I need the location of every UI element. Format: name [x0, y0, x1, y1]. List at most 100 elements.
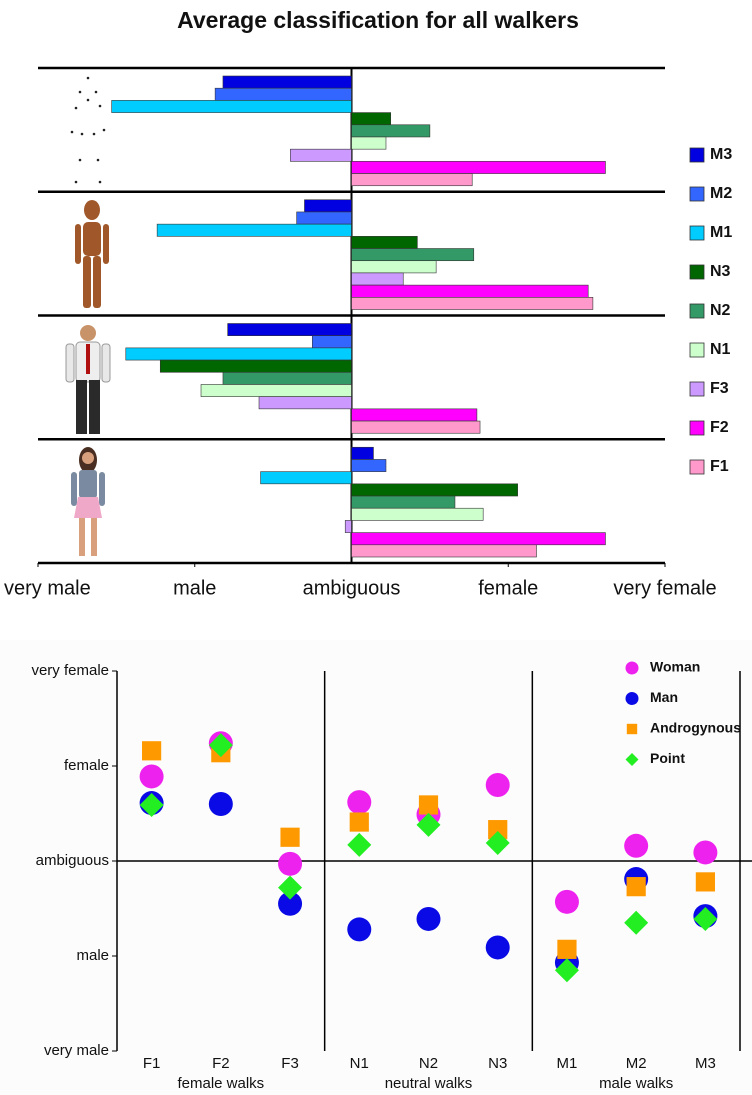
marker	[349, 812, 369, 832]
bar	[125, 347, 352, 361]
legend-label: M2	[710, 185, 732, 202]
x-tick-label: M2	[626, 1055, 647, 1072]
marker	[278, 875, 303, 900]
group-label: male walks	[599, 1075, 673, 1092]
bar	[200, 384, 352, 397]
panel-background	[0, 640, 752, 1095]
man-figure	[65, 325, 111, 434]
legend-label: Point	[650, 750, 685, 766]
marker	[139, 792, 164, 817]
x-tick-label: N1	[350, 1055, 369, 1072]
bar	[290, 148, 352, 162]
bar	[214, 87, 352, 101]
marker	[554, 889, 579, 914]
legend-swatch	[689, 381, 705, 397]
x-tick-label: ambiguous	[303, 577, 401, 599]
legend-label: N3	[710, 263, 731, 280]
x-tick-label: N2	[419, 1055, 438, 1072]
marker	[347, 790, 372, 815]
legend-label: Androgynous	[650, 720, 741, 736]
bar	[351, 248, 475, 262]
legend-label: F3	[710, 380, 729, 397]
marker	[488, 820, 508, 840]
x-tick-label: male	[173, 577, 216, 599]
x-tick-label: F3	[281, 1055, 299, 1072]
bar	[351, 297, 594, 310]
bar	[222, 371, 352, 385]
woman-figure	[71, 447, 105, 556]
marker	[418, 795, 439, 815]
legend-label: N1	[710, 341, 731, 358]
legend-swatch	[689, 459, 705, 475]
marker	[626, 723, 638, 735]
x-tick-label: F2	[212, 1055, 230, 1072]
legend-label: M1	[710, 224, 732, 241]
marker	[416, 812, 441, 837]
bar	[296, 211, 352, 225]
bar	[351, 483, 518, 497]
bar	[351, 420, 481, 434]
y-tick-label: very female	[31, 662, 109, 679]
bar	[351, 532, 606, 546]
marker	[208, 792, 233, 816]
marker	[624, 833, 649, 858]
bar	[351, 136, 387, 150]
bar	[351, 161, 606, 174]
x-tick-label: very female	[613, 577, 716, 599]
legend-label: F2	[710, 419, 729, 436]
legend-label: N2	[710, 302, 731, 319]
bar	[227, 323, 352, 336]
y-tick-label: male	[76, 947, 109, 964]
bar	[351, 408, 478, 422]
bar	[222, 75, 352, 89]
legend-label: F1	[710, 458, 729, 475]
bar	[156, 223, 352, 237]
bar	[344, 520, 352, 533]
legend-label: Man	[650, 689, 678, 705]
marker	[557, 939, 577, 959]
marker	[280, 827, 300, 847]
bar	[312, 335, 352, 349]
marker	[278, 851, 303, 876]
bar	[351, 124, 431, 138]
x-tick-label: M3	[695, 1055, 716, 1072]
marker	[624, 910, 649, 935]
bar	[351, 260, 437, 274]
legend-swatch	[689, 303, 705, 319]
marker	[625, 753, 639, 766]
bar	[351, 272, 404, 286]
bar	[351, 446, 374, 460]
bar	[351, 495, 456, 509]
bar	[351, 544, 537, 558]
marker	[625, 692, 639, 705]
legend-swatch	[689, 264, 705, 280]
bar	[351, 173, 473, 187]
marker	[485, 935, 510, 960]
y-tick-label: very male	[44, 1042, 109, 1059]
marker	[485, 773, 510, 797]
marker	[693, 906, 718, 931]
legend-label: M3	[710, 146, 732, 163]
marker	[278, 891, 303, 916]
marker	[485, 830, 510, 855]
legend-swatch	[689, 420, 705, 436]
marker	[142, 741, 162, 761]
y-tick-label: female	[64, 757, 109, 774]
point-light-figure	[70, 76, 106, 184]
marker	[416, 906, 441, 931]
bar	[304, 199, 352, 213]
x-tick-label: F1	[143, 1055, 161, 1072]
bar	[351, 459, 387, 472]
marker	[626, 877, 646, 897]
legend-swatch	[689, 147, 705, 163]
marker	[347, 832, 372, 857]
bar	[260, 471, 352, 485]
legend-swatch	[689, 342, 705, 358]
marker	[693, 840, 718, 865]
group-label: neutral walks	[385, 1075, 473, 1092]
bar	[351, 284, 589, 298]
marker	[208, 733, 233, 758]
y-tick-label: ambiguous	[36, 852, 109, 869]
